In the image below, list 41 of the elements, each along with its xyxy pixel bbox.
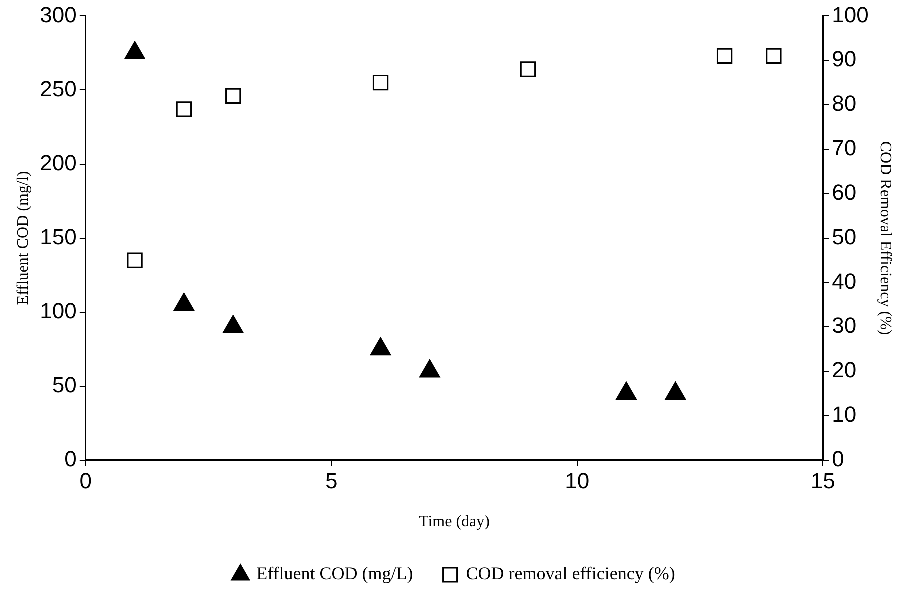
y2-tick-label: 100 <box>832 2 869 28</box>
point <box>223 315 244 334</box>
point <box>520 62 536 78</box>
y2-tick-label: 50 <box>832 224 857 250</box>
point <box>176 102 192 118</box>
point <box>616 382 637 400</box>
point <box>174 293 194 312</box>
y2-tick-label: 30 <box>832 313 857 338</box>
point <box>127 252 143 268</box>
y-tick-label: 0 <box>64 446 77 472</box>
y2-tick-label: 40 <box>832 268 857 294</box>
y-tick-label: 100 <box>40 298 77 324</box>
y2-tick-label: 80 <box>832 91 857 116</box>
x-axis-title: Time (day) <box>419 514 490 531</box>
y-tick-label: 50 <box>52 372 77 398</box>
point <box>124 41 146 60</box>
y-tick-label: 300 <box>40 2 77 28</box>
y2-tick-label: 10 <box>832 402 857 428</box>
y-tick-label: 150 <box>40 224 77 250</box>
y2-tick-label: 70 <box>832 136 857 161</box>
point <box>370 338 392 356</box>
point <box>766 48 782 64</box>
point <box>665 382 686 400</box>
y-tick-label: 250 <box>40 76 77 102</box>
y2-tick-label: 60 <box>832 180 857 205</box>
x-tick-label: 5 <box>326 468 338 494</box>
point <box>372 75 389 91</box>
x-tick-label: 10 <box>565 468 590 494</box>
y2-axis-title: COD Removal Efficiency (%) <box>877 141 894 336</box>
legend-label: COD removal efficiency (%) <box>466 564 676 584</box>
point <box>716 48 733 64</box>
y2-tick-label: 90 <box>832 46 857 72</box>
y-axis-title: Effluent COD (mg/l) <box>14 171 32 306</box>
point <box>226 88 242 104</box>
point <box>420 360 440 378</box>
y2-tick-label: 0 <box>832 446 844 472</box>
legend-label: Effluent COD (mg/L) <box>256 564 414 584</box>
y-tick-label: 200 <box>40 150 77 176</box>
y2-tick-label: 20 <box>832 358 857 383</box>
x-tick-label: 0 <box>80 468 92 494</box>
x-tick-label: 15 <box>810 468 836 494</box>
